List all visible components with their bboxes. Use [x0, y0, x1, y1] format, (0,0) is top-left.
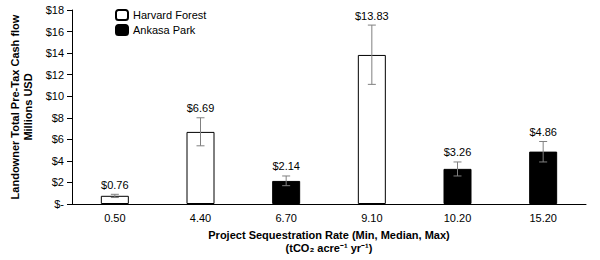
svg-text:$-: $- [54, 198, 64, 210]
svg-text:4.40: 4.40 [190, 212, 211, 224]
svg-text:$6: $6 [52, 133, 64, 145]
svg-text:$4.86: $4.86 [529, 126, 557, 138]
svg-text:Project Sequestration Rate (Mi: Project Sequestration Rate (Min, Median,… [208, 229, 450, 241]
svg-text:$12: $12 [46, 69, 64, 81]
svg-text:$13.83: $13.83 [355, 10, 389, 22]
svg-text:Harvard Forest: Harvard Forest [133, 9, 206, 21]
svg-text:$4: $4 [52, 155, 64, 167]
svg-text:$18: $18 [46, 4, 64, 16]
svg-text:$2.14: $2.14 [272, 160, 300, 172]
svg-text:$2: $2 [52, 176, 64, 188]
svg-text:Landowner Total Pre-Tax Cash f: Landowner Total Pre-Tax Cash flow [9, 14, 21, 199]
svg-text:10.20: 10.20 [444, 212, 472, 224]
svg-text:9.10: 9.10 [361, 212, 382, 224]
svg-text:Millions USD: Millions USD [22, 73, 34, 140]
svg-text:0.50: 0.50 [104, 212, 125, 224]
svg-text:$6.69: $6.69 [187, 102, 215, 114]
svg-text:$8: $8 [52, 112, 64, 124]
svg-text:Ankasa Park: Ankasa Park [133, 24, 196, 36]
svg-text:6.70: 6.70 [275, 212, 296, 224]
svg-text:$14: $14 [46, 47, 64, 59]
svg-text:(tCO₂ acre⁻¹ yr⁻¹): (tCO₂ acre⁻¹ yr⁻¹) [286, 242, 373, 254]
svg-text:$16: $16 [46, 26, 64, 38]
svg-text:$0.76: $0.76 [101, 179, 129, 191]
svg-text:$10: $10 [46, 90, 64, 102]
svg-text:15.20: 15.20 [529, 212, 557, 224]
svg-text:$3.26: $3.26 [444, 146, 472, 158]
